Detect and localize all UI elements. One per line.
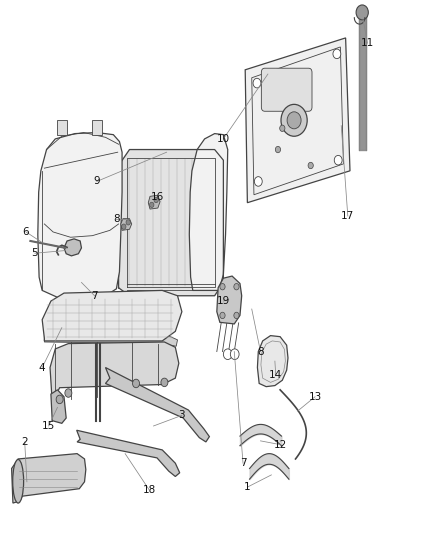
Circle shape xyxy=(234,284,239,290)
Polygon shape xyxy=(12,454,86,503)
Polygon shape xyxy=(44,333,177,346)
Text: 8: 8 xyxy=(257,346,264,357)
Text: 11: 11 xyxy=(361,38,374,48)
Polygon shape xyxy=(42,290,182,341)
Text: 10: 10 xyxy=(217,134,230,144)
Circle shape xyxy=(154,197,158,203)
Polygon shape xyxy=(57,120,67,135)
Circle shape xyxy=(253,78,261,88)
Circle shape xyxy=(150,202,154,207)
Text: 16: 16 xyxy=(151,192,165,203)
Text: 4: 4 xyxy=(39,362,46,373)
Text: 17: 17 xyxy=(341,211,354,221)
Polygon shape xyxy=(50,342,179,402)
Circle shape xyxy=(334,156,342,165)
Polygon shape xyxy=(217,276,242,324)
Text: 19: 19 xyxy=(217,296,230,306)
FancyBboxPatch shape xyxy=(261,68,312,111)
Text: 18: 18 xyxy=(142,485,156,495)
Text: 13: 13 xyxy=(308,392,321,402)
Circle shape xyxy=(280,125,285,132)
Polygon shape xyxy=(245,38,350,203)
Ellipse shape xyxy=(13,459,24,503)
Circle shape xyxy=(133,379,140,387)
Circle shape xyxy=(276,147,281,153)
Text: 14: 14 xyxy=(269,370,283,381)
Text: 5: 5 xyxy=(32,248,38,258)
Polygon shape xyxy=(106,368,209,442)
Text: 3: 3 xyxy=(179,410,185,421)
Text: 12: 12 xyxy=(273,440,287,450)
Circle shape xyxy=(161,378,168,386)
Text: 9: 9 xyxy=(93,176,100,187)
Circle shape xyxy=(220,312,225,319)
Text: 6: 6 xyxy=(23,227,29,237)
Polygon shape xyxy=(77,430,180,477)
Polygon shape xyxy=(51,390,66,423)
Circle shape xyxy=(287,112,301,129)
Circle shape xyxy=(65,389,72,397)
Polygon shape xyxy=(92,120,102,135)
Text: 7: 7 xyxy=(240,458,246,468)
Circle shape xyxy=(223,349,232,360)
Polygon shape xyxy=(121,219,132,230)
Circle shape xyxy=(254,176,262,186)
Polygon shape xyxy=(119,150,223,296)
Circle shape xyxy=(122,224,126,229)
Text: 2: 2 xyxy=(21,437,28,447)
Text: 1: 1 xyxy=(244,482,251,492)
Circle shape xyxy=(126,220,131,225)
Circle shape xyxy=(234,312,239,319)
Circle shape xyxy=(356,5,368,20)
Circle shape xyxy=(308,163,313,168)
Text: 7: 7 xyxy=(91,290,98,301)
Polygon shape xyxy=(64,239,81,256)
Circle shape xyxy=(56,395,63,403)
Polygon shape xyxy=(258,336,288,386)
Polygon shape xyxy=(148,195,160,209)
Circle shape xyxy=(281,104,307,136)
Polygon shape xyxy=(189,134,228,290)
Polygon shape xyxy=(38,133,122,298)
Circle shape xyxy=(220,284,225,290)
Text: 15: 15 xyxy=(42,421,55,431)
Circle shape xyxy=(333,49,341,59)
Text: 8: 8 xyxy=(113,214,120,224)
Circle shape xyxy=(230,349,239,360)
